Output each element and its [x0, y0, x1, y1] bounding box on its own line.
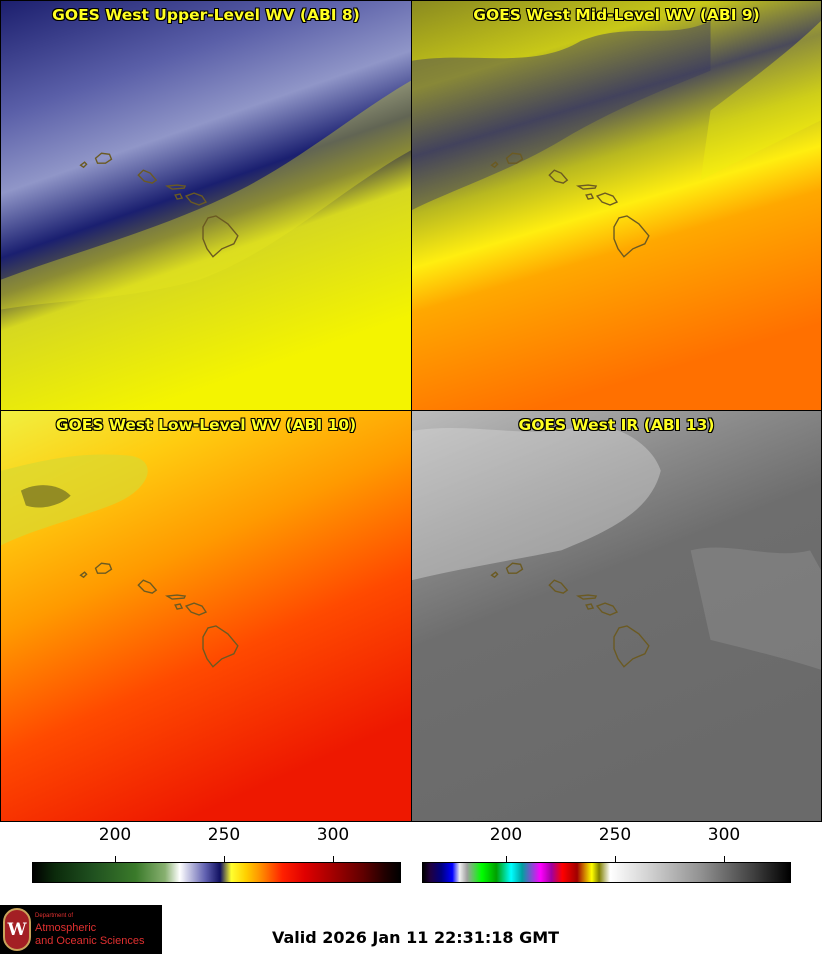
colorbar-tick-mark: [333, 856, 334, 862]
upper-level-wv-image: [1, 1, 411, 410]
valid-time: Valid 2026 Jan 11 22:31:18 GMT: [272, 928, 560, 947]
colorbar-tick-mark: [724, 856, 725, 862]
panel-ir: GOES West IR (ABI 13): [411, 410, 822, 822]
hawaii-coastline-icon: [490, 152, 650, 258]
hawaii-coastline-icon: [490, 562, 650, 668]
panel-title: GOES West Mid-Level WV (ABI 9): [473, 6, 760, 24]
panel-low-level-wv: GOES West Low-Level WV (ABI 10): [0, 410, 412, 822]
hawaii-coastline-icon: [79, 152, 239, 258]
mid-level-wv-image: [412, 1, 821, 410]
colorbar-tick-label: 300: [316, 825, 350, 845]
seal-letter: W: [7, 920, 27, 940]
colorbar-tick-mark: [506, 856, 507, 862]
colorbar-tick-label: 250: [207, 825, 241, 845]
colorbar-tick-label: 200: [98, 825, 132, 845]
colorbar-tick-mark: [224, 856, 225, 862]
ir-colorbar: 200 250 300: [0, 822, 822, 892]
panel-title: GOES West IR (ABI 13): [518, 416, 715, 434]
colorbar-tick-label: 250: [598, 825, 632, 845]
wv-colorbar-gradient: [32, 862, 401, 883]
colorbar-tick-mark: [615, 856, 616, 862]
aos-logo: W Department of Atmospheric and Oceanic …: [0, 905, 162, 954]
colorbar-tick-label: 200: [489, 825, 523, 845]
panel-mid-level-wv: GOES West Mid-Level WV (ABI 9): [411, 0, 822, 411]
logo-line-1: Department of: [35, 913, 74, 919]
panel-title: GOES West Low-Level WV (ABI 10): [55, 416, 357, 434]
logo-line-3: and Oceanic Sciences: [35, 935, 145, 947]
panel-title: GOES West Upper-Level WV (ABI 8): [52, 6, 360, 24]
ir-image: [412, 411, 821, 821]
wv-colorbar: 200 250 300: [0, 822, 411, 892]
colorbar-tick-label: 300: [707, 825, 741, 845]
low-level-wv-image: [1, 411, 411, 821]
hawaii-coastline-icon: [79, 562, 239, 668]
logo-line-2: Atmospheric: [35, 922, 97, 934]
ir-colorbar-gradient: [422, 862, 791, 883]
panel-upper-level-wv: GOES West Upper-Level WV (ABI 8): [0, 0, 412, 411]
colorbar-tick-mark: [115, 856, 116, 862]
uw-seal-icon: W: [3, 908, 31, 951]
